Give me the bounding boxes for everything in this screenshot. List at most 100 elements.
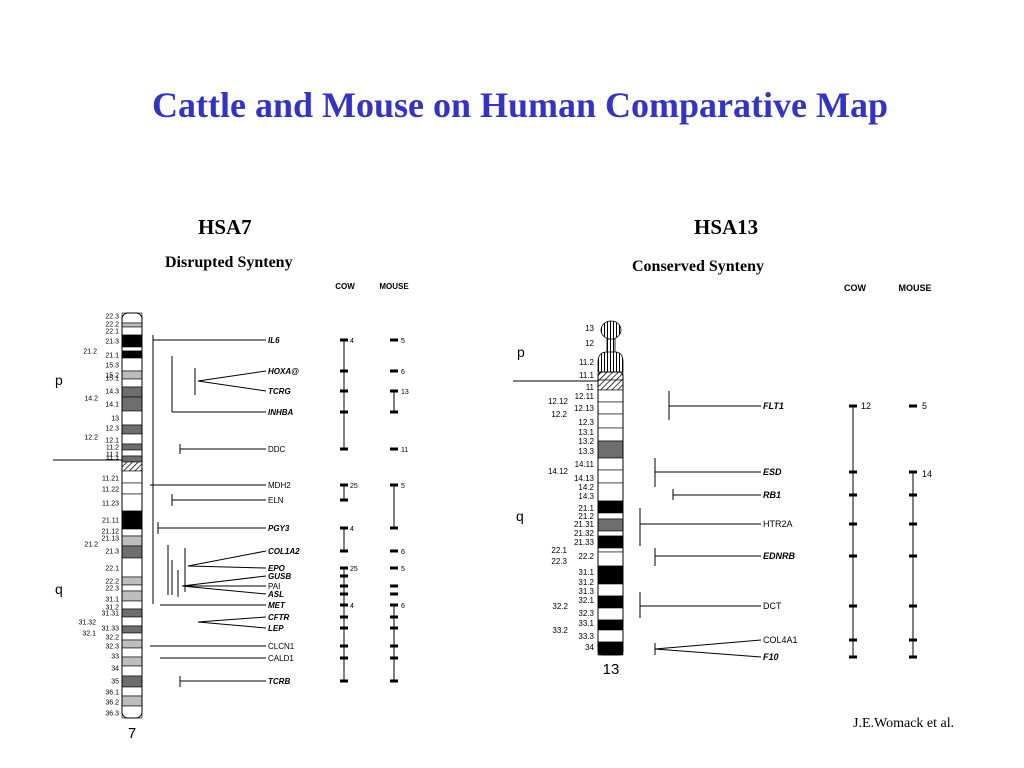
hsa13-band-label: 11.1 — [579, 371, 595, 380]
hsa13-mouse-mark — [909, 655, 917, 659]
hsa13-mouse-mark — [909, 638, 917, 642]
hsa7-band — [121, 695, 143, 707]
hsa7-band — [121, 461, 143, 472]
hsa13-mouse-chr-label: 14 — [922, 469, 932, 479]
hsa13-mouse-header: MOUSE — [898, 283, 931, 293]
hsa7-band-label-left: 12.2 — [84, 435, 98, 442]
hsa7-band — [121, 433, 143, 445]
hsa13-gene-htr2a: HTR2A — [763, 519, 793, 529]
hsa7-fan-line — [197, 380, 267, 392]
hsa7-cow-mark — [340, 626, 348, 630]
hsa13-band — [597, 401, 624, 415]
hsa7-cow-chr-label: 4 — [350, 338, 354, 345]
hsa13-band-label: 13.2 — [578, 437, 594, 446]
hsa7-band — [121, 608, 143, 618]
hsa7-band-label: 11.1 — [106, 452, 119, 459]
hsa13-band-label: 13 — [585, 324, 594, 333]
hsa7-mouse-mark — [390, 584, 398, 588]
hsa7-band — [121, 346, 143, 352]
hsa7-mouse-mark — [390, 566, 398, 570]
slide-title: Cattle and Mouse on Human Comparative Ma… — [152, 85, 888, 125]
hsa7-mouse-mark — [390, 483, 398, 487]
hsa7-band-label: 21.1 — [105, 353, 119, 360]
hsa13-band — [597, 547, 624, 553]
hsa13-satellite — [600, 320, 622, 340]
hsa13-fan-line — [654, 639, 762, 650]
hsa7-band-label: 13 — [111, 416, 119, 423]
hsa7-band-label: 12.1 — [105, 438, 119, 445]
hsa7-band — [121, 528, 143, 537]
hsa13-band-label: 13.1 — [578, 428, 594, 437]
hsa13-band — [597, 583, 624, 597]
hsa7-band — [121, 557, 143, 578]
hsa7-cow-mark — [340, 526, 348, 530]
hsa13-subheading: Conserved Synteny — [632, 258, 765, 275]
hsa13-band-label-left: 14.12 — [548, 467, 569, 476]
hsa7-band — [121, 424, 143, 435]
hsa13-gene-flt1: FLT1 — [763, 401, 784, 411]
hsa7-band-label: 22.3 — [105, 314, 119, 321]
hsa7-band-label: 32.2 — [105, 635, 119, 642]
hsa13-band-label: 34 — [585, 643, 594, 652]
hsa7-band — [121, 396, 143, 412]
hsa13-band-label: 21.31 — [574, 520, 595, 529]
hsa13-band — [597, 457, 624, 471]
hsa13-band — [597, 595, 624, 609]
hsa7-fan-line — [197, 370, 267, 382]
hsa13-gene-rb1: RB1 — [763, 490, 781, 500]
hsa7-band-label: 21.12 — [101, 529, 119, 536]
hsa7-gene-tcrg: TCRG — [268, 387, 291, 396]
hsa13-arm-q-label: q — [516, 508, 524, 524]
hsa13-band-label: 12.3 — [578, 418, 594, 427]
hsa7-mouse-mark — [390, 626, 398, 630]
hsa7-gene-asl: ASL — [267, 590, 284, 599]
hsa13-mouse-mark — [909, 522, 917, 526]
hsa13-gene-col4a1: COL4A1 — [763, 635, 798, 645]
hsa13-band-label: 32.1 — [578, 596, 594, 605]
hsa13-band — [597, 551, 624, 567]
hsa7-band — [121, 535, 143, 547]
hsa7-cow-mark — [340, 369, 348, 373]
hsa7-band-label: 22.2 — [105, 579, 119, 586]
hsa7-band — [121, 590, 143, 602]
hsa13-band-label: 14.3 — [578, 492, 594, 501]
hsa13-band-label: 12.11 — [575, 392, 595, 401]
hsa7-band-label: 15.2 — [105, 373, 119, 380]
hsa7-mouse-mark — [390, 389, 398, 393]
hsa7-band-label: 21.11 — [102, 518, 119, 525]
hsa7-cow-mark — [340, 447, 348, 451]
hsa7-band — [121, 576, 143, 586]
hsa13-mouse-mark — [909, 604, 917, 608]
hsa13-band — [597, 427, 624, 442]
hsa13-band — [597, 413, 624, 429]
hsa7-mouse-chr-label: 6 — [401, 603, 405, 610]
hsa7-mouse-mark — [390, 338, 398, 342]
hsa7-band-label-left: 32.1 — [82, 631, 96, 638]
hsa13-band-label-left: 12.2 — [551, 410, 567, 419]
hsa13-cow-mark — [849, 655, 857, 659]
hsa7-band — [121, 647, 143, 658]
hsa13-chromosome-outline — [597, 371, 624, 656]
hsa7-gene-epo: EPO — [268, 564, 286, 573]
hsa7-gene-col1a2: COL1A2 — [268, 547, 300, 556]
hsa7-band-label: 35 — [111, 679, 119, 686]
hsa13-cow-mark — [849, 404, 857, 408]
hsa7-cow-header: COW — [335, 282, 355, 291]
hsa7-cow-mark — [340, 389, 348, 393]
hsa7-band-label: 21.13 — [101, 536, 119, 543]
hsa13-gene-dct: DCT — [763, 601, 782, 611]
hsa13-band-label: 14.13 — [574, 474, 595, 483]
hsa13-cow-mark — [849, 522, 857, 526]
hsa13-cow-header: COW — [844, 283, 867, 293]
hsa7-gene-cftr: CFTR — [268, 613, 290, 622]
hsa7-band-label-left: 21.2 — [83, 349, 97, 356]
hsa7-band-label: 31.31 — [101, 611, 119, 618]
hsa13-band-label: 13.3 — [578, 447, 594, 456]
hsa7-cow-mark — [340, 566, 348, 570]
hsa7-band-label: 22.2 — [105, 322, 119, 329]
hsa13-band-label: 21.32 — [574, 529, 595, 538]
hsa7-mouse-mark — [390, 603, 398, 607]
hsa13-mouse-chr-label: 5 — [922, 401, 927, 411]
hsa7-gene-inhba: INHBA — [268, 408, 294, 417]
